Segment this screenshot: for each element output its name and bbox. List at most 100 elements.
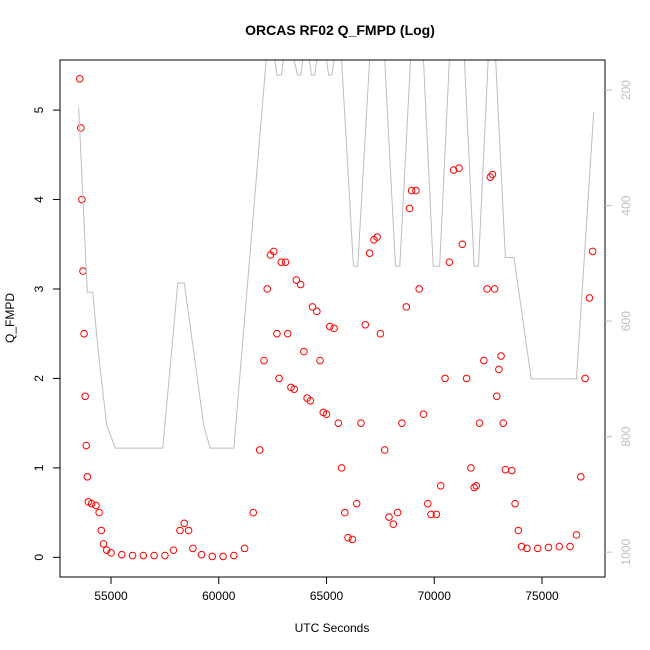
data-point — [441, 374, 449, 383]
data-point — [472, 481, 481, 490]
data-point — [83, 473, 92, 481]
y-tick-label: 5 — [32, 106, 46, 113]
data-point — [517, 542, 526, 551]
data-point — [87, 499, 96, 508]
data-point — [544, 543, 553, 552]
data-point — [427, 510, 435, 519]
data-point — [511, 499, 519, 508]
data-point — [95, 508, 103, 517]
data-point — [483, 285, 491, 293]
data-point — [277, 258, 286, 266]
data-point — [533, 544, 542, 553]
data-point — [458, 240, 467, 249]
data-point — [316, 356, 324, 365]
y-tick-label: 1 — [32, 464, 46, 471]
data-point — [412, 186, 420, 195]
data-point — [436, 481, 445, 490]
data-point — [75, 74, 84, 83]
data-point — [79, 267, 87, 275]
data-point — [480, 356, 488, 365]
data-point — [161, 551, 169, 560]
data-point — [313, 307, 321, 316]
plot-frame — [59, 59, 606, 578]
data-point — [398, 419, 406, 427]
data-point — [300, 347, 308, 356]
data-point — [501, 465, 510, 474]
data-point — [99, 540, 108, 548]
data-point — [376, 329, 385, 338]
data-point — [581, 374, 589, 383]
data-point — [139, 551, 148, 560]
data-point — [475, 419, 484, 427]
data-point — [497, 352, 505, 360]
data-point — [588, 247, 597, 256]
y-axis-label: Q_FMPD — [3, 293, 17, 343]
data-point — [357, 419, 365, 427]
plot-area — [75, 60, 597, 561]
x-tick-label: 65000 — [310, 589, 344, 603]
data-point — [373, 233, 381, 241]
data-point — [197, 550, 206, 559]
data-point — [169, 546, 178, 554]
data-point — [455, 164, 463, 173]
data-point — [150, 551, 158, 560]
data-point — [495, 365, 503, 374]
data-point — [499, 419, 508, 427]
y-tick-label: 4 — [32, 196, 46, 203]
data-point — [249, 508, 258, 517]
data-point — [389, 520, 398, 529]
data-point — [82, 441, 91, 450]
data-point — [184, 526, 193, 535]
data-point — [405, 204, 414, 213]
data-point — [348, 535, 357, 544]
data-point — [352, 499, 361, 508]
data-point — [365, 249, 374, 258]
data-point — [275, 374, 283, 383]
y-tick-label: 3 — [32, 285, 46, 292]
data-point — [330, 324, 338, 333]
data-point — [492, 392, 501, 401]
data-point — [269, 247, 278, 256]
data-point — [117, 550, 126, 559]
chart-title: ORCAS RF02 Q_FMPD (Log) — [245, 22, 435, 38]
x-tick-label: 55000 — [94, 589, 128, 603]
y2-tick-label: 1000 — [619, 538, 633, 565]
y2-tick-label: 200 — [619, 80, 633, 100]
data-point — [260, 356, 268, 365]
data-point — [385, 513, 393, 521]
data-point — [572, 531, 581, 539]
data-point — [334, 419, 343, 427]
data-point — [97, 526, 106, 535]
data-point — [208, 552, 217, 561]
data-point — [273, 329, 281, 338]
data-point — [102, 546, 111, 554]
data-point — [576, 473, 585, 481]
data-point — [445, 258, 454, 266]
y2-tick-label: 800 — [619, 426, 633, 446]
data-point — [290, 385, 298, 393]
data-point — [308, 303, 317, 311]
data-point — [283, 329, 292, 338]
data-point — [585, 294, 594, 302]
x-axis-label: UTC Seconds — [295, 621, 370, 635]
data-point — [230, 551, 238, 560]
data-point — [470, 483, 478, 492]
data-point — [176, 526, 184, 535]
data-point — [189, 544, 197, 553]
data-point — [107, 549, 115, 557]
data-point — [219, 552, 227, 561]
data-point — [92, 501, 100, 510]
data-point — [77, 124, 85, 132]
data-point — [514, 526, 523, 535]
data-point — [393, 508, 402, 517]
data-point — [180, 519, 189, 528]
x-tick-label: 70000 — [418, 589, 452, 603]
data-point — [325, 322, 334, 331]
data-point — [566, 542, 574, 551]
data-point — [462, 374, 471, 383]
data-point — [423, 499, 432, 508]
data-point — [281, 258, 290, 266]
pressure-line — [78, 60, 595, 449]
data-point — [296, 280, 305, 289]
